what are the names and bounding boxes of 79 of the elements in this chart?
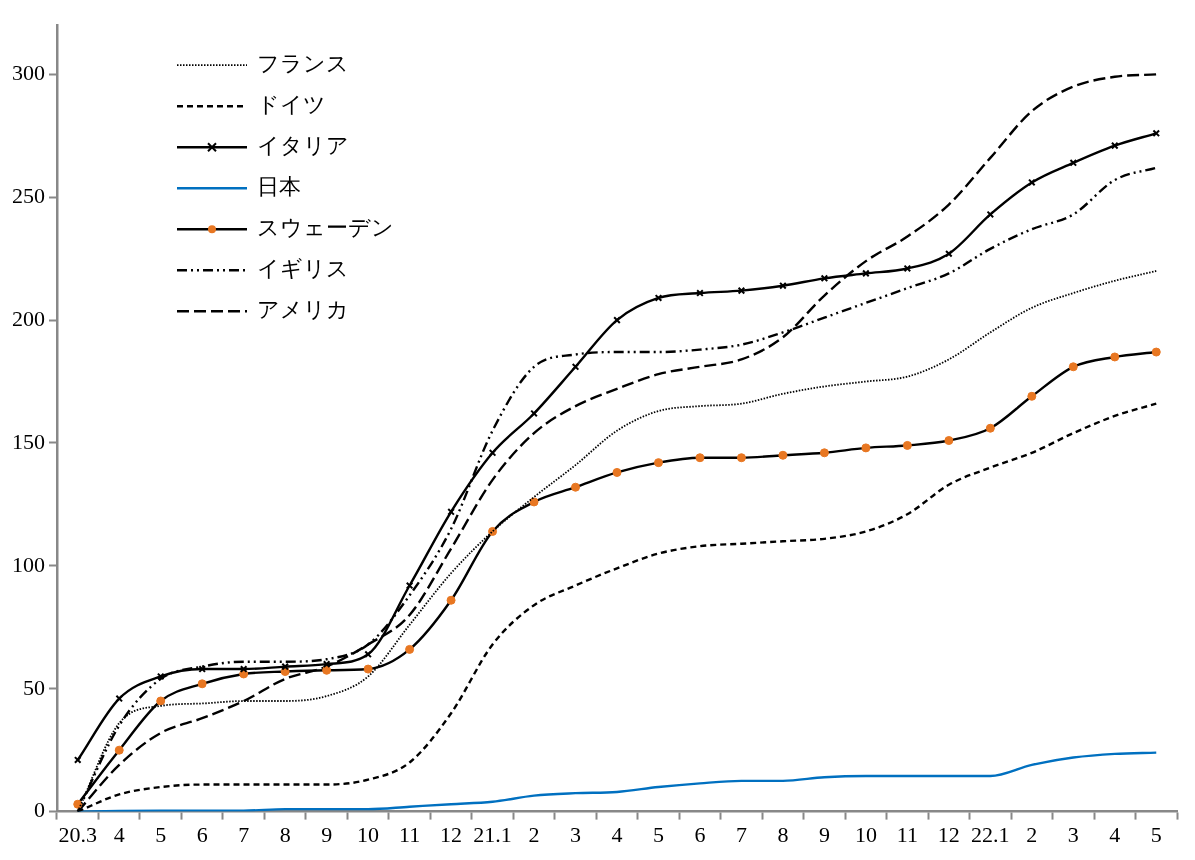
x-tick-label: 3 <box>570 821 582 847</box>
point <box>944 436 954 446</box>
legend-label: イギリス <box>257 255 349 281</box>
x-tick-label: 3 <box>1067 821 1079 847</box>
point <box>861 443 871 453</box>
y-tick-label: 150 <box>12 428 45 454</box>
point <box>903 264 912 273</box>
x-tick-label: 6 <box>196 821 208 847</box>
point <box>779 281 787 290</box>
x-tick-label: 11 <box>399 821 421 847</box>
x-tick-label: 4 <box>113 821 125 847</box>
x-tick-label: 5 <box>1150 821 1162 847</box>
x-tick-label: 6 <box>694 821 706 847</box>
x-tick-label: 21.1 <box>473 821 512 847</box>
x-tick-label: 9 <box>321 821 333 847</box>
point <box>197 679 207 689</box>
point <box>446 595 456 605</box>
point <box>985 423 995 433</box>
y-tick-label: 0 <box>34 797 45 823</box>
x-tick-label: 22.1 <box>971 821 1010 847</box>
legend-label: ドイツ <box>257 91 326 117</box>
point <box>736 453 746 463</box>
point <box>73 799 83 809</box>
x-tick-label: 10 <box>854 821 877 847</box>
x-tick-label: 9 <box>818 821 830 847</box>
point <box>156 672 165 681</box>
point <box>1110 352 1120 362</box>
x-tick-label: 20.3 <box>58 821 97 847</box>
legend-label: フランス <box>257 50 349 76</box>
y-tick-label: 300 <box>12 60 45 86</box>
y-tick-label: 200 <box>12 305 45 331</box>
x-tick-label: 8 <box>279 821 291 847</box>
point <box>819 448 829 458</box>
y-tick-label: 100 <box>12 551 45 577</box>
x-tick-label: 7 <box>238 821 250 847</box>
point <box>322 665 332 675</box>
x-tick-label: 7 <box>735 821 747 847</box>
point <box>1110 141 1119 150</box>
point <box>571 362 580 371</box>
x-tick-label: 4 <box>611 821 623 847</box>
point <box>571 482 581 492</box>
point <box>239 665 248 673</box>
point <box>612 467 622 477</box>
legend-label: 日本 <box>257 173 301 199</box>
x-tick-label: 12 <box>440 821 463 847</box>
x-tick-label: 2 <box>1026 821 1038 847</box>
x-tick-label: 5 <box>155 821 167 847</box>
point <box>695 453 705 463</box>
point <box>1027 178 1036 187</box>
point <box>488 448 497 457</box>
point <box>115 694 124 703</box>
point <box>653 458 663 468</box>
x-tick-label: 11 <box>896 821 918 847</box>
legend-label: アメリカ <box>257 296 349 322</box>
x-tick-label: 10 <box>357 821 380 847</box>
point <box>405 581 414 590</box>
x-tick-label: 4 <box>1109 821 1121 847</box>
point <box>529 497 539 507</box>
legend-label: スウェーデン <box>257 214 394 240</box>
point <box>820 274 829 283</box>
x-tick-label: 8 <box>777 821 789 847</box>
point <box>156 696 166 706</box>
x-tick-label: 5 <box>652 821 664 847</box>
point <box>945 249 953 258</box>
x-tick-label: 2 <box>528 821 540 847</box>
point <box>737 286 746 295</box>
point <box>986 210 995 219</box>
point <box>114 745 124 755</box>
y-tick-label: 250 <box>12 183 45 209</box>
point <box>778 450 788 460</box>
y-tick-label: 50 <box>23 674 45 700</box>
legend-label: イタリア <box>257 132 349 158</box>
point <box>363 664 373 674</box>
x-tick-label: 12 <box>937 821 960 847</box>
point <box>405 644 415 654</box>
point <box>1027 391 1037 401</box>
point <box>1151 347 1161 357</box>
point <box>902 440 912 450</box>
point <box>1068 362 1078 372</box>
